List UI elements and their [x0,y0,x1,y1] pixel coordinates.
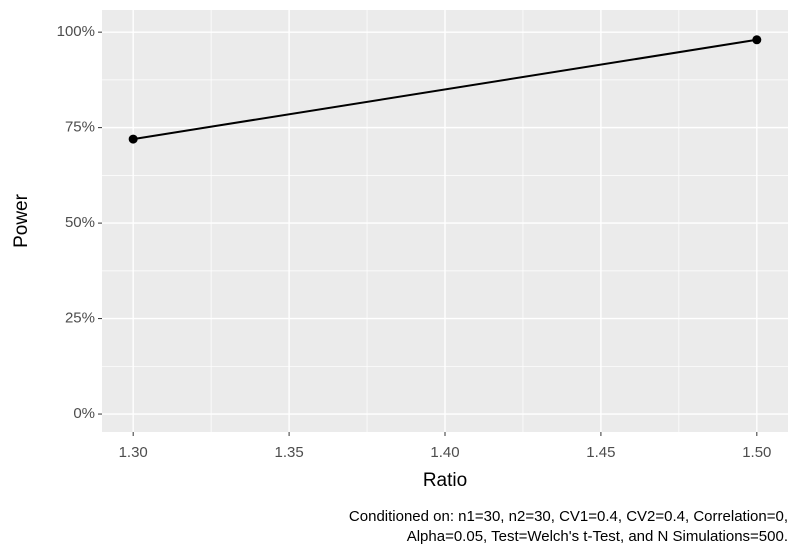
x-tick-label: 1.35 [274,444,303,461]
line [133,38,757,141]
x-tick-label: 1.40 [430,444,459,461]
y-tick-label: 25% [65,310,95,327]
y-tick-label: 0% [73,405,95,422]
point [752,35,762,45]
point [128,134,138,144]
y-tick-label: 100% [57,23,95,40]
y-tick-label: 50% [65,214,95,231]
y-tick-label: 75% [65,119,95,136]
x-axis-title: Ratio [423,470,467,491]
y-axis-title: Power [11,193,32,248]
caption: Conditioned on: n1=30, n2=30, CV1=0.4, C… [349,508,788,525]
x-tick-label: 1.50 [742,444,771,461]
x-tick-label: 1.45 [586,444,615,461]
caption: Alpha=0.05, Test=Welch's t-Test, and N S… [407,528,788,545]
x-tick-label: 1.30 [119,444,148,461]
